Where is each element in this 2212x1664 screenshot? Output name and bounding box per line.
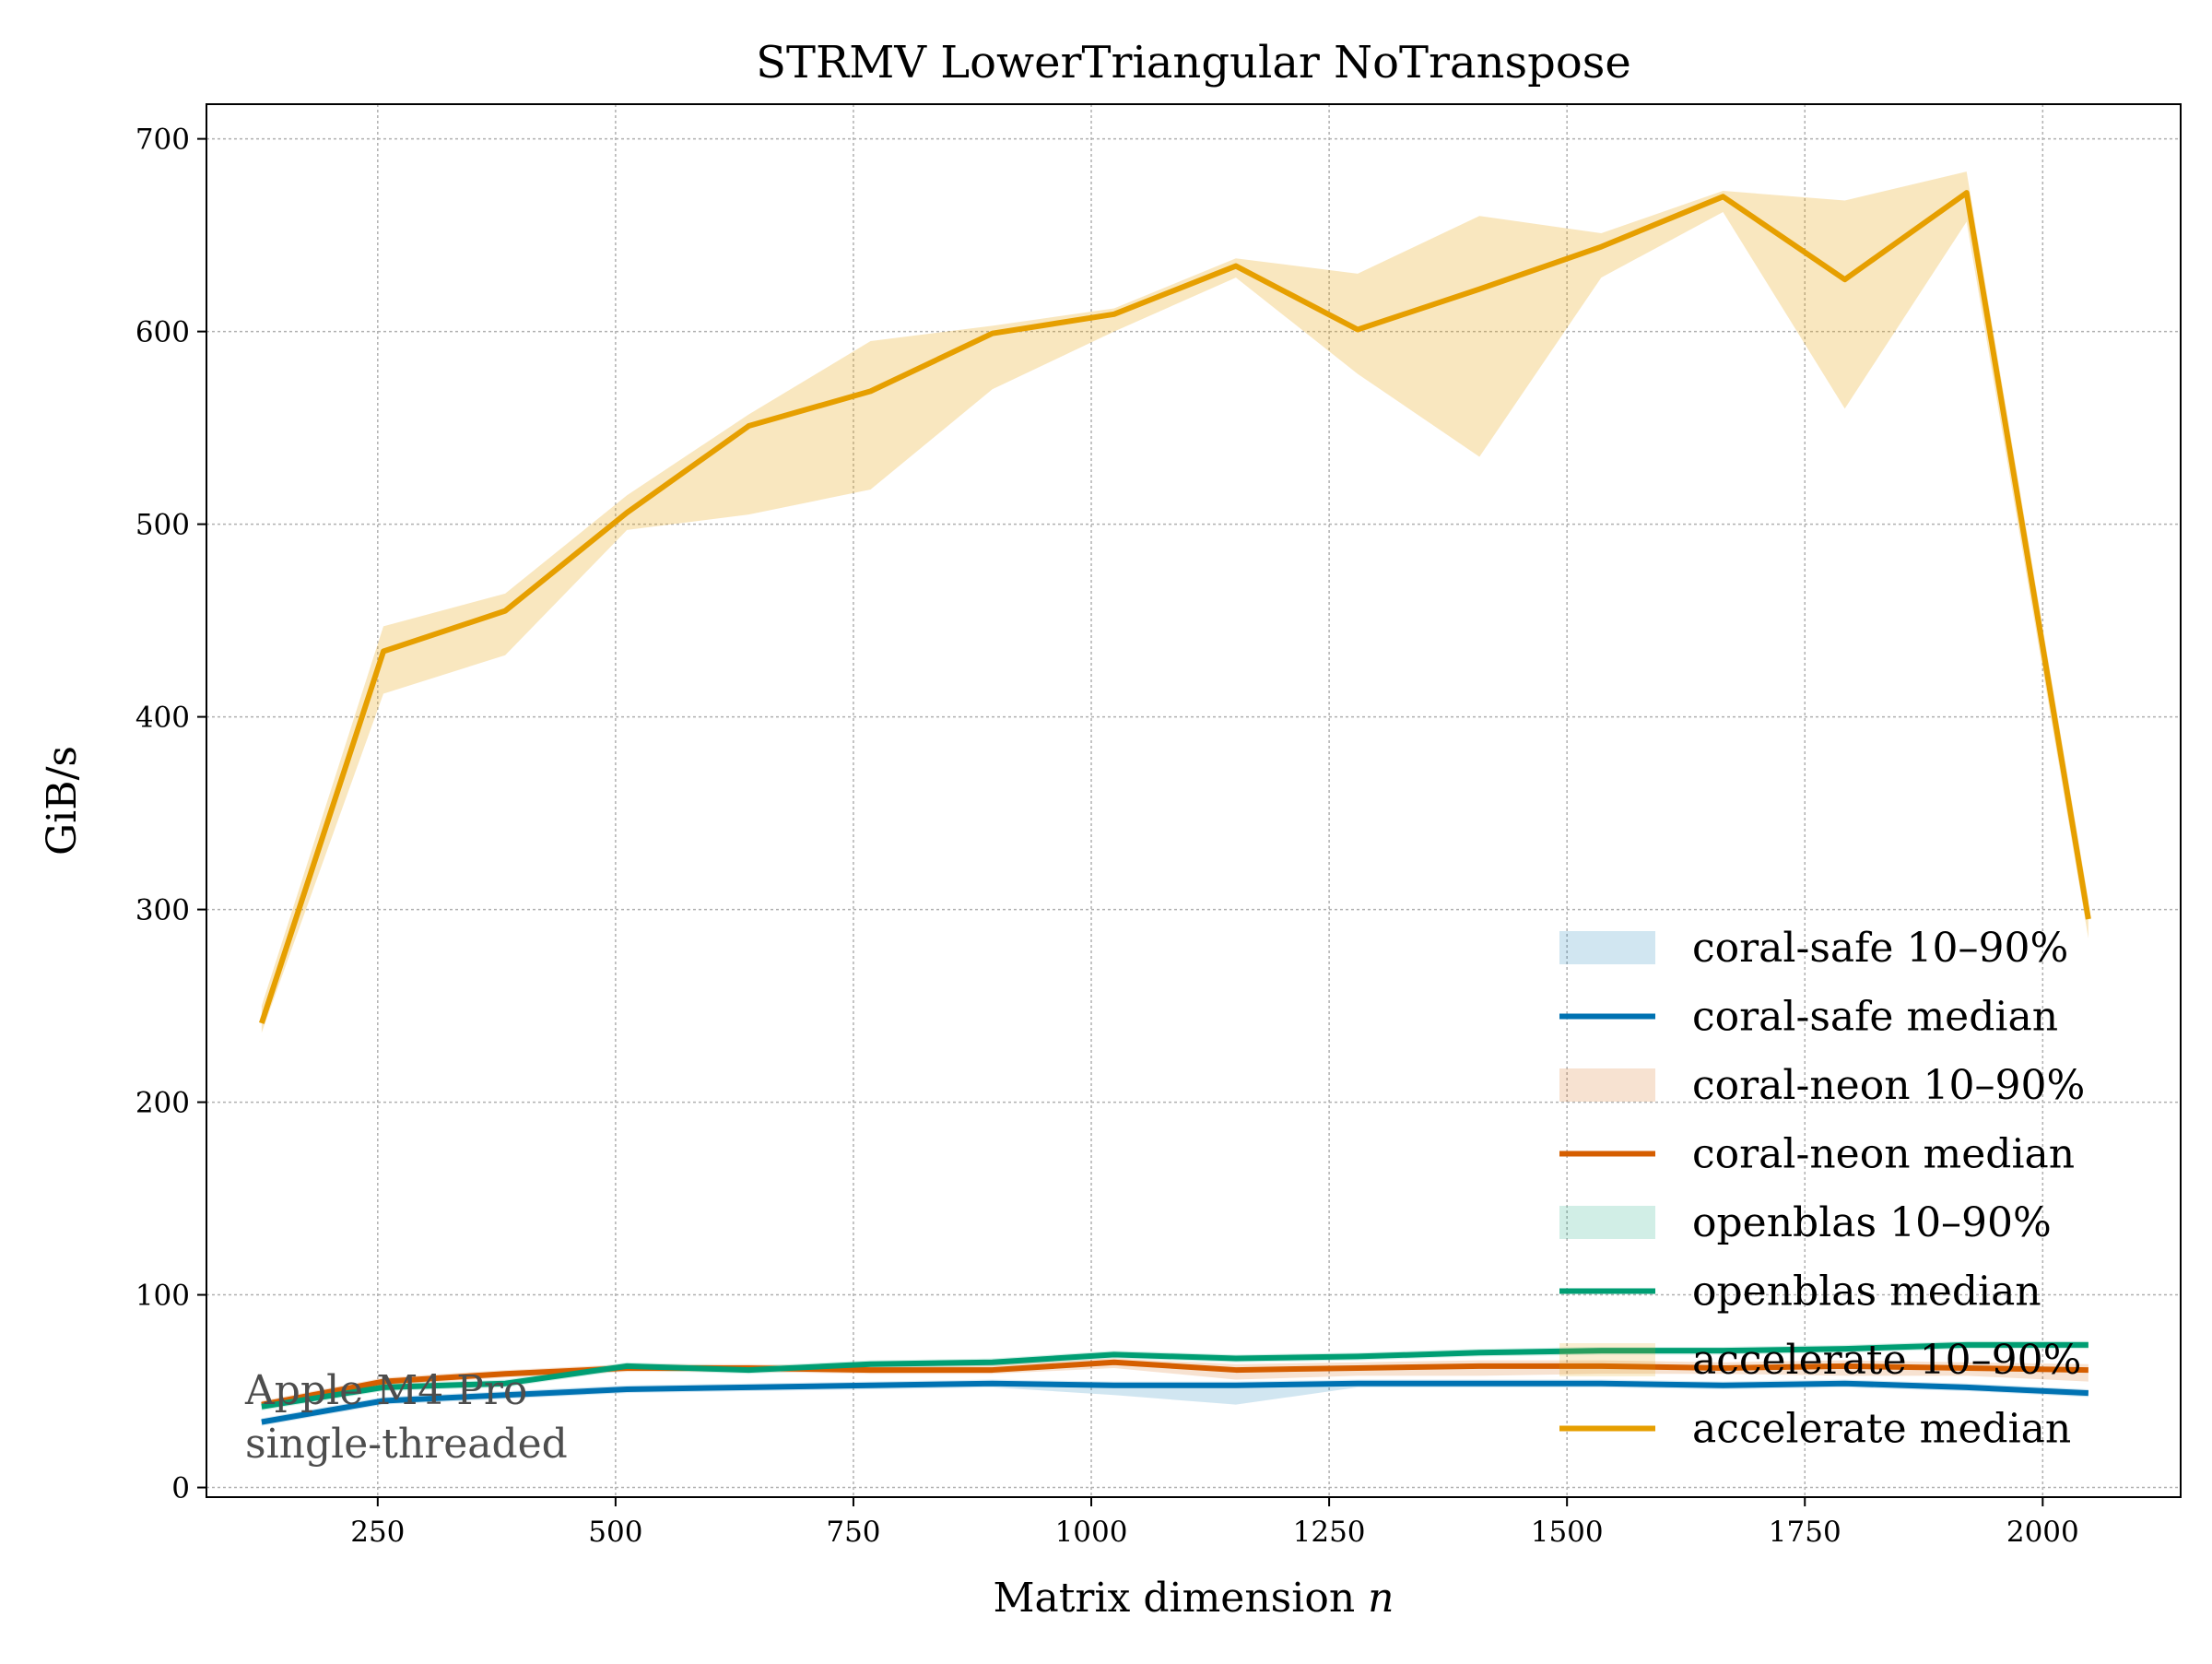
- legend-label: accelerate 10–90%: [1692, 1337, 2081, 1384]
- y-tick-label: 0: [171, 1472, 190, 1505]
- x-tick-label: 1000: [1055, 1516, 1128, 1549]
- median-line-coral-safe: [261, 1380, 2089, 1425]
- x-tick-label: 750: [826, 1516, 880, 1549]
- legend-label: coral-neon median: [1692, 1131, 2075, 1178]
- x-axis-label-text: Matrix dimension: [993, 1575, 1355, 1622]
- legend-label: openblas median: [1692, 1269, 2041, 1316]
- x-tick-label: 1500: [1531, 1516, 1604, 1549]
- legend-swatch-band: [1559, 931, 1655, 964]
- legend-swatch-band: [1559, 1343, 1655, 1376]
- x-tick-label: 1750: [1769, 1516, 1841, 1549]
- median-line-coral-neon: [261, 1359, 2088, 1408]
- y-tick-label: 100: [135, 1280, 190, 1313]
- x-axis-label: Matrix dimension n: [993, 1575, 1394, 1622]
- legend-label: accelerate median: [1692, 1406, 2071, 1453]
- legend-label: openblas 10–90%: [1692, 1199, 2052, 1246]
- legend-swatch-band: [1559, 1206, 1655, 1239]
- median-line-openblas: [261, 1341, 2088, 1410]
- y-tick-label: 200: [135, 1087, 190, 1120]
- annotation-line-2: single-threaded: [245, 1421, 568, 1468]
- x-tick-label: 2000: [2006, 1516, 2079, 1549]
- legend-label: coral-safe 10–90%: [1692, 925, 2068, 972]
- median-line-accelerate: [259, 190, 2091, 1024]
- x-tick-label: 500: [588, 1516, 642, 1549]
- tick-layer: 250 500 750 1000 1250 1500 1750 2000 0 100 200 300 4…: [135, 124, 2079, 1549]
- legend-swatch-band: [1559, 1068, 1655, 1102]
- line-layer: [259, 190, 2091, 1425]
- x-tick-label: 1250: [1293, 1516, 1366, 1549]
- y-tick-label: 700: [135, 124, 190, 157]
- band-coral-safe: [261, 1379, 2088, 1426]
- x-tick-label: 250: [350, 1516, 405, 1549]
- annotation: Apple M4 Pro single-threaded: [244, 1367, 568, 1468]
- legend: coral-safe 10–90% coral-safe median coral-…: [1559, 925, 2085, 1453]
- legend-label: coral-safe median: [1692, 994, 2058, 1041]
- plot-frame: [206, 103, 2182, 1498]
- y-tick-label: 600: [135, 316, 190, 349]
- band-accelerate: [261, 171, 2088, 1033]
- y-tick-label: 300: [135, 894, 190, 927]
- grid-lines: [206, 104, 2181, 1497]
- y-tick-label: 400: [135, 702, 190, 735]
- y-tick-label: 500: [135, 509, 190, 542]
- legend-label: coral-neon 10–90%: [1692, 1062, 2085, 1109]
- annotation-line-1: Apple M4 Pro: [244, 1367, 527, 1414]
- chart-title: STRMV LowerTriangular NoTranspose: [756, 37, 1631, 89]
- y-axis-label: GiB/s: [39, 746, 86, 856]
- x-axis-label-variable: n: [1368, 1575, 1394, 1622]
